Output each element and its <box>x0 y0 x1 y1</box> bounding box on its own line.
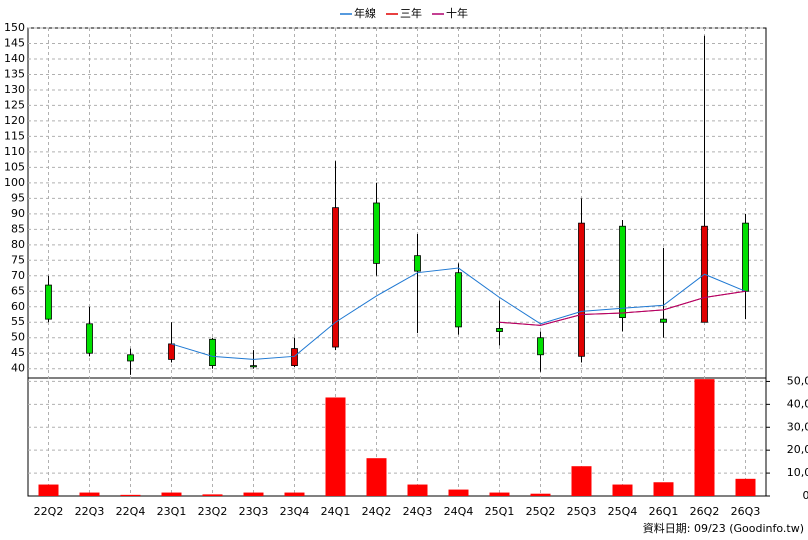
volume-bar <box>79 492 100 496</box>
line-series <box>499 290 746 326</box>
candle-body <box>332 207 339 348</box>
volume-bar <box>612 484 633 496</box>
x-tick-label: 26Q1 <box>649 505 679 518</box>
legend-label: 年線 <box>354 6 376 20</box>
y-tick-label: 65 <box>11 284 25 297</box>
candle-body <box>168 343 175 360</box>
candle-body <box>291 348 298 367</box>
x-tick-label: 25Q1 <box>485 505 515 518</box>
volume-bar <box>366 458 387 496</box>
volume-bar <box>38 484 59 496</box>
x-tick-label: 23Q1 <box>157 505 187 518</box>
candle-body <box>414 255 421 272</box>
volume-bar <box>407 484 428 496</box>
y-tick-label: 115 <box>4 129 25 142</box>
candle-body <box>660 318 667 323</box>
x-tick-label: 24Q2 <box>362 505 392 518</box>
x-tick-label: 24Q1 <box>321 505 351 518</box>
y-tick-label: 40 <box>11 362 25 375</box>
y-tick-label: 130 <box>4 83 25 96</box>
volume-bar <box>653 482 674 496</box>
y-tick-label: 110 <box>4 145 25 158</box>
y-tick-label: 90 <box>11 207 25 220</box>
x-tick-label: 25Q2 <box>526 505 556 518</box>
y-tick-label: 75 <box>11 253 25 266</box>
candle-body <box>373 202 380 264</box>
x-tick-label: 22Q3 <box>75 505 105 518</box>
x-tick-label: 26Q2 <box>690 505 720 518</box>
legend-label: 三年 <box>400 6 422 20</box>
y-tick-label: 85 <box>11 222 25 235</box>
footer: 資料日期: 09/23 (Goodinfo.tw) <box>643 521 804 535</box>
y2-tick-label: 0 <box>803 489 808 502</box>
y-tick-label: 145 <box>4 36 25 49</box>
x-tick-label: 23Q2 <box>198 505 228 518</box>
volume-bar <box>694 379 715 496</box>
y-tick-label: 50 <box>11 331 25 344</box>
y-tick-label: 60 <box>11 300 25 313</box>
volume-bar <box>161 492 182 496</box>
y2-tick-label: 10,000 <box>787 466 808 479</box>
candle-body <box>455 272 462 328</box>
candle-body <box>127 354 134 362</box>
volume-bar <box>284 492 305 496</box>
y2-tick-label: 30,000 <box>787 420 808 433</box>
candle-body <box>250 365 257 368</box>
candle-body <box>45 284 52 320</box>
x-tick-label: 25Q4 <box>608 505 638 518</box>
y-tick-label: 95 <box>11 191 25 204</box>
x-tick-label: 24Q4 <box>444 505 474 518</box>
volume-bar <box>530 493 551 496</box>
candle-body <box>537 337 544 356</box>
line-series <box>171 267 746 360</box>
plot-frame <box>27 27 767 497</box>
y-tick-label: 70 <box>11 269 25 282</box>
y2-tick-label: 50,000 <box>787 374 808 387</box>
y-tick-label: 100 <box>4 176 25 189</box>
candle-body <box>742 222 749 292</box>
y-tick-label: 55 <box>11 315 25 328</box>
x-tick-label: 24Q3 <box>403 505 433 518</box>
x-tick-label: 25Q3 <box>567 505 597 518</box>
candle-body <box>86 323 93 354</box>
y-tick-label: 120 <box>4 114 25 127</box>
volume-bar <box>120 494 141 496</box>
x-tick-label: 23Q4 <box>280 505 310 518</box>
candle-body <box>619 225 626 319</box>
x-tick-label: 26Q3 <box>731 505 761 518</box>
y2-tick-label: 20,000 <box>787 443 808 456</box>
candle-body <box>209 338 216 367</box>
volume-bar <box>571 466 592 496</box>
y-tick-label: 135 <box>4 67 25 80</box>
y-tick-label: 125 <box>4 98 25 111</box>
volume-bar <box>735 478 756 496</box>
volume-bar <box>243 492 264 496</box>
y-tick-label: 80 <box>11 238 25 251</box>
volume-bar <box>325 397 346 496</box>
volume-bar <box>489 492 510 496</box>
y-tick-label: 140 <box>4 52 25 65</box>
y2-tick-label: 40,000 <box>787 397 808 410</box>
y-tick-label: 150 <box>4 21 25 34</box>
y-tick-label: 45 <box>11 346 25 359</box>
x-tick-label: 22Q4 <box>116 505 146 518</box>
candle-body <box>578 222 585 357</box>
volume-bar <box>202 494 223 496</box>
y-tick-label: 105 <box>4 160 25 173</box>
legend-label: 十年 <box>446 6 468 20</box>
x-tick-label: 22Q2 <box>34 505 64 518</box>
volume-bar <box>448 489 469 496</box>
x-tick-label: 23Q3 <box>239 505 269 518</box>
candle-body <box>496 328 503 332</box>
